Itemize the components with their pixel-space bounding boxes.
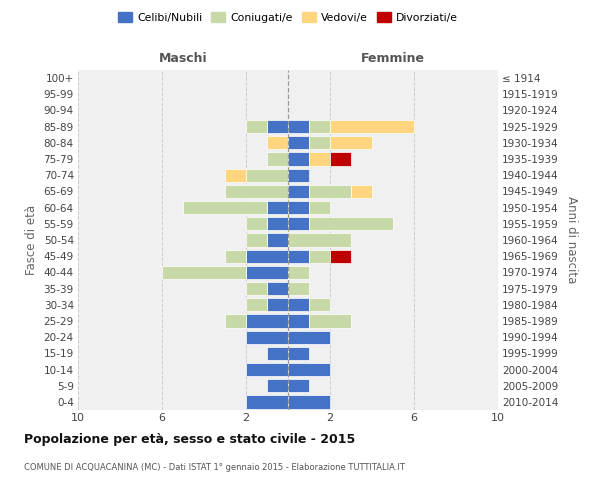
Bar	[288, 217, 309, 230]
Bar	[267, 152, 288, 166]
Bar	[351, 185, 372, 198]
Bar	[288, 330, 330, 344]
Bar	[225, 314, 246, 328]
Bar	[309, 217, 393, 230]
Bar	[246, 314, 288, 328]
Bar	[267, 346, 288, 360]
Bar	[246, 217, 267, 230]
Bar	[246, 120, 267, 134]
Bar	[309, 201, 330, 214]
Text: Maschi: Maschi	[158, 52, 208, 65]
Bar	[267, 120, 288, 134]
Bar	[288, 168, 309, 182]
Bar	[330, 250, 351, 263]
Bar	[183, 201, 267, 214]
Bar	[246, 234, 267, 246]
Bar	[246, 250, 288, 263]
Text: COMUNE DI ACQUACANINA (MC) - Dati ISTAT 1° gennaio 2015 - Elaborazione TUTTITALI: COMUNE DI ACQUACANINA (MC) - Dati ISTAT …	[24, 462, 405, 471]
Bar	[288, 298, 309, 312]
Bar	[288, 346, 309, 360]
Bar	[246, 168, 288, 182]
Bar	[309, 136, 330, 149]
Bar	[246, 282, 267, 295]
Bar	[309, 120, 330, 134]
Bar	[330, 120, 414, 134]
Y-axis label: Fasce di età: Fasce di età	[25, 205, 38, 275]
Bar	[288, 136, 309, 149]
Bar	[309, 298, 330, 312]
Bar	[225, 168, 246, 182]
Bar	[288, 152, 309, 166]
Bar	[288, 363, 330, 376]
Bar	[267, 379, 288, 392]
Bar	[267, 217, 288, 230]
Bar	[309, 185, 351, 198]
Bar	[162, 266, 246, 279]
Bar	[330, 152, 351, 166]
Bar	[288, 201, 309, 214]
Bar	[246, 396, 288, 408]
Bar	[288, 266, 309, 279]
Bar	[267, 298, 288, 312]
Bar	[267, 282, 288, 295]
Bar	[288, 396, 330, 408]
Bar	[246, 266, 288, 279]
Bar	[267, 234, 288, 246]
Bar	[288, 234, 351, 246]
Bar	[309, 250, 330, 263]
Text: Femmine: Femmine	[361, 52, 425, 65]
Bar	[246, 330, 288, 344]
Bar	[225, 185, 288, 198]
Bar	[267, 136, 288, 149]
Bar	[225, 250, 246, 263]
Bar	[288, 282, 309, 295]
Bar	[330, 136, 372, 149]
Bar	[288, 314, 309, 328]
Bar	[309, 152, 330, 166]
Bar	[267, 201, 288, 214]
Bar	[288, 379, 309, 392]
Text: Popolazione per età, sesso e stato civile - 2015: Popolazione per età, sesso e stato civil…	[24, 432, 355, 446]
Bar	[288, 185, 309, 198]
Y-axis label: Anni di nascita: Anni di nascita	[565, 196, 578, 284]
Bar	[246, 363, 288, 376]
Bar	[246, 298, 267, 312]
Bar	[288, 120, 309, 134]
Bar	[288, 250, 309, 263]
Legend: Celibi/Nubili, Coniugati/e, Vedovi/e, Divorziati/e: Celibi/Nubili, Coniugati/e, Vedovi/e, Di…	[113, 8, 463, 27]
Bar	[309, 314, 351, 328]
